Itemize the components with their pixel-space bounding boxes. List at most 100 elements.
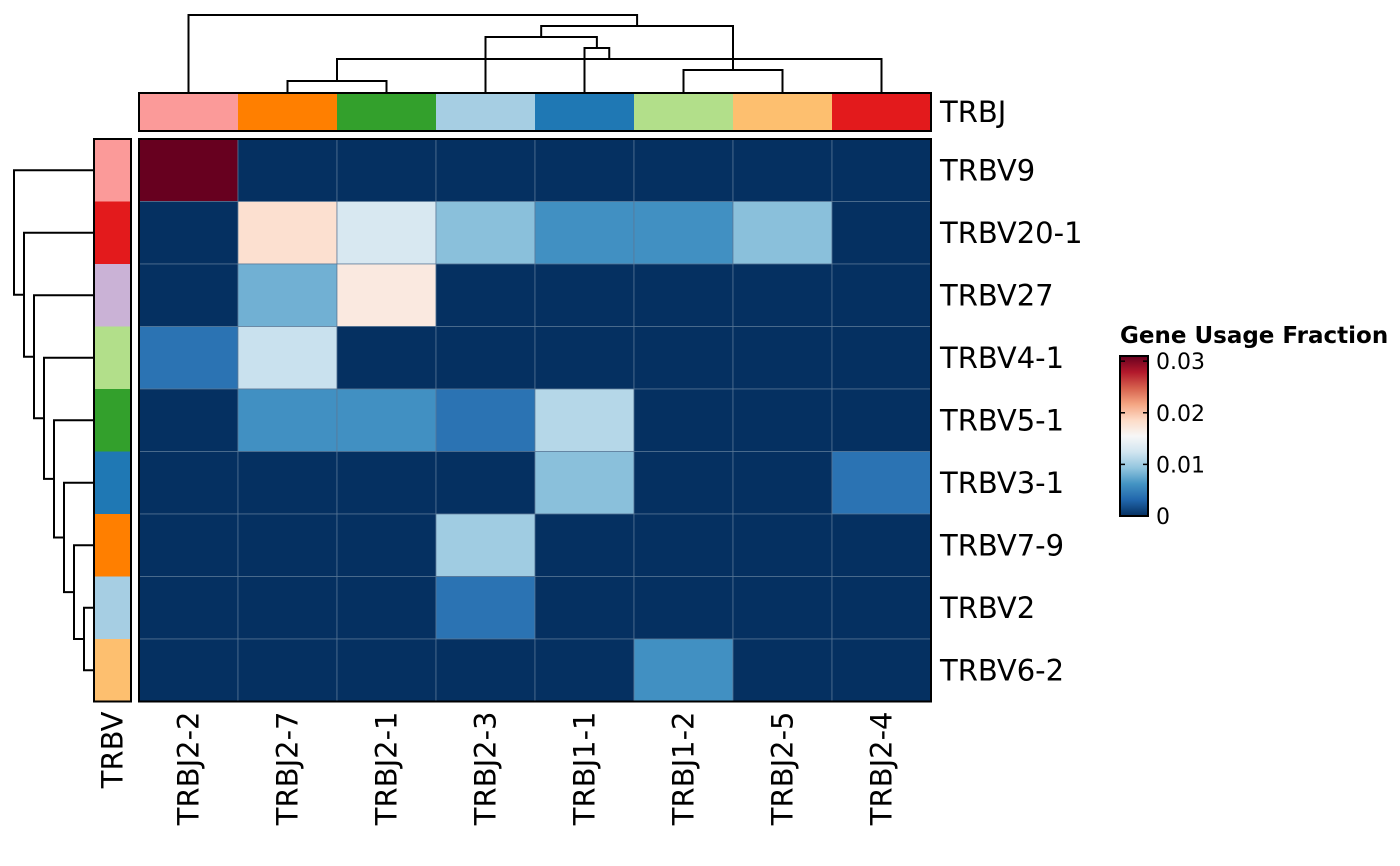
row-label: TRBV5-1 [939,403,1064,437]
column-label: TRBJ1-2 [667,712,701,827]
heatmap-cell [732,326,833,390]
row-annotation-bar [93,138,132,703]
legend-tick-label: 0 [1156,505,1170,530]
row-annotation-border [93,138,132,703]
heatmap-cell [336,326,437,390]
dendrogram-branch [63,481,94,594]
column-annotation-cell [139,93,238,131]
heatmap-cell [534,388,635,452]
heatmap-cell [237,638,338,702]
row-label: TRBV27 [939,278,1054,312]
dendrogram-branch [53,419,94,539]
heatmap-cell [633,638,734,702]
heatmap-cell [633,513,734,577]
heatmap-border [138,138,932,703]
column-annotation-bar [138,92,932,132]
legend-ticks: 0.03 0.02 0.01 0 [1120,350,1205,530]
column-label: TRBJ2-7 [271,712,305,827]
heatmap-cell [336,576,437,640]
row-annotation-cell [94,264,131,327]
heatmap-cell [138,451,239,515]
heatmap-cell [732,638,833,702]
column-label: TRBJ2-2 [172,712,206,827]
dendrogram-branch [540,25,734,70]
heatmap-cell [336,388,437,452]
heatmap-cell [435,138,536,202]
heatmap-cell [732,513,833,577]
heatmap-cell [138,201,239,265]
heatmap-cell [633,138,734,202]
heatmap-cell [138,326,239,390]
heatmap-cell [633,326,734,390]
heatmap-cell [336,451,437,515]
column-annotation-cell [733,93,832,131]
dendrogram-branch [583,47,611,92]
heatmap-cell [435,201,536,265]
heatmap-cell [435,638,536,702]
row-label: TRBV9 [939,153,1035,187]
heatmap-cell [633,576,734,640]
column-annotation-cell [436,93,535,131]
dendrogram-branch [484,36,598,92]
row-annotation-label: TRBV [96,711,130,789]
column-label: TRBJ2-5 [766,712,800,827]
column-label: TRBJ1-1 [568,712,602,827]
row-label: TRBV20-1 [939,216,1083,250]
heatmap-cell [732,263,833,327]
dendrogram-branch [13,169,94,296]
heatmap-cell [831,138,932,202]
heatmap-cell [534,576,635,640]
heatmap-cell [831,451,932,515]
row-annotation-cell [94,639,131,702]
heatmap-cell [534,451,635,515]
heatmap-cell [534,638,635,702]
column-label: TRBJ2-4 [865,712,899,827]
heatmap-cell [435,388,536,452]
heatmap-cell [831,201,932,265]
row-label: TRBV7-9 [939,528,1064,562]
column-annotation-label: TRBJ [939,95,1006,129]
column-label: TRBJ2-1 [370,712,404,827]
heatmap-cell [336,263,437,327]
column-annotation-cell [634,93,733,131]
column-label: TRBJ2-3 [469,712,503,827]
heatmap-cell [237,326,338,390]
heatmap-cell [534,263,635,327]
dendrogram-branch [83,606,94,672]
heatmap-cell [633,201,734,265]
heatmap-cell [237,576,338,640]
heatmap-cell [534,326,635,390]
color-legend: Gene Usage Fraction 0.03 0.02 0.01 0 [1119,323,1388,530]
heatmap-cell [138,513,239,577]
legend-tick-label: 0.03 [1156,350,1205,375]
heatmap-cell [732,388,833,452]
row-annotation-cell [94,576,131,639]
heatmap-cell [831,576,932,640]
heatmap-cell [633,388,734,452]
row-label: TRBV3-1 [939,466,1064,500]
heatmap-cell [237,513,338,577]
column-annotation-border [138,92,932,132]
heatmap-cell [831,263,932,327]
heatmap-cell [237,451,338,515]
heatmap-cell [831,326,932,390]
column-annotation-cell [832,93,931,131]
dendrogram-branch [43,356,94,480]
heatmap-cell [237,201,338,265]
row-label: TRBV2 [939,591,1035,625]
heatmap-cell [633,263,734,327]
heatmap-cell [237,263,338,327]
heatmap-cell [831,513,932,577]
legend-color-bar [1119,355,1149,517]
heatmap-cell [633,451,734,515]
heatmap-cell [336,513,437,577]
heatmap-cell [435,513,536,577]
heatmap-cell [534,138,635,202]
heatmap-cell [732,201,833,265]
heatmap-cell [534,201,635,265]
row-labels: TRBV9 TRBV20-1 TRBV27 TRBV4-1 TRBV5-1 TRBV3-1… [939,153,1083,687]
row-label: TRBV4-1 [939,341,1064,375]
heatmap-cell [138,138,239,202]
heatmap-cells [138,138,932,703]
